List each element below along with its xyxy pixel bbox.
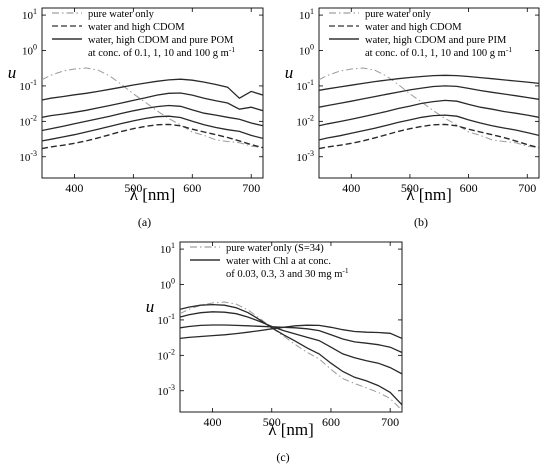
panel-b-series-0 — [319, 67, 539, 149]
panel-a-x-tick-label: 400 — [65, 181, 83, 195]
panel-a-caption: (a) — [138, 215, 151, 229]
panel-b-x-axis-label: λ [nm] — [406, 185, 452, 204]
panel-b-y-tick-label: 101 — [299, 7, 314, 22]
panel-c-x-tick-label: 600 — [322, 415, 340, 429]
chart-panel-a: 400 500 600 700 101 100 10-1 10-2 10-3 u λ [nm] (a)… — [8, 7, 264, 229]
panel-a-legend-label: water and high CDOM — [88, 22, 185, 33]
panel-b-plot-frame — [318, 7, 540, 179]
panel-c-legend-label: water with Chl a at conc. — [226, 256, 331, 267]
panel-a-legend-label: pure water only — [88, 9, 155, 20]
panel-b-caption: (b) — [414, 215, 428, 229]
panel-a-x-axis-label: λ [nm] — [130, 185, 176, 204]
panel-c-series-3 — [180, 324, 402, 354]
panel-b-series-3 — [319, 99, 539, 127]
panel-c-caption: (c) — [276, 450, 289, 464]
panel-a-y-tick-label: 101 — [22, 7, 37, 22]
panel-a-series-1 — [42, 123, 263, 150]
panel-a-series-2 — [42, 115, 263, 142]
chart-panel-c: 400 500 600 700 101 100 10-1 10-2 10-3 u λ [nm] (c)… — [146, 241, 403, 464]
panel-b-y-axis-label: u — [285, 63, 294, 82]
panel-b-y-tick-label: 100 — [299, 43, 314, 58]
panel-c-x-tick-label: 500 — [263, 415, 281, 429]
panel-c-x-tick-label: 700 — [381, 415, 399, 429]
panel-c-legend-label: pure water only (S=34) — [226, 243, 324, 254]
panel-b-legend-label: water, high CDOM and pure PIM — [365, 35, 507, 46]
panel-a-series-3 — [42, 104, 263, 132]
panel-b-y-tick-label: 10-3 — [296, 149, 314, 164]
panel-a-x-tick-label: 600 — [183, 181, 201, 195]
panel-c-plot-frame — [179, 241, 403, 413]
panel-c-series-1 — [180, 303, 402, 406]
panel-a-plot-frame — [41, 7, 264, 179]
panel-a-x-tick-label: 500 — [124, 181, 142, 195]
panel-c-y-axis-label: u — [146, 297, 155, 316]
panel-b-series-5 — [319, 74, 539, 91]
panel-c-y-tick-label: 100 — [160, 277, 175, 292]
panel-b-x-tick-label: 400 — [342, 181, 360, 195]
panel-b-x-tick-label: 600 — [460, 181, 478, 195]
panel-b-legend-label: pure water only — [365, 9, 432, 20]
panel-b-x-tick-label: 700 — [518, 181, 536, 195]
panel-b-series-4 — [319, 85, 539, 108]
chart-panel-b: 400 500 600 700 101 100 10-1 10-2 10-3 u λ [nm] (b)… — [285, 7, 540, 229]
panel-a-y-tick-label: 10-3 — [19, 149, 37, 164]
panel-a-y-axis-label: u — [8, 63, 17, 82]
panel-c-x-axis-label: λ [nm] — [268, 420, 314, 439]
panel-a-x-tick-label: 700 — [242, 181, 260, 195]
panel-a-y-tick-label: 10-2 — [19, 113, 37, 128]
panel-a-series-4 — [42, 92, 263, 118]
panel-a-y-tick-label: 100 — [22, 43, 37, 58]
panel-a-series-0 — [42, 67, 263, 149]
panel-c-y-tick-label: 10-2 — [157, 347, 175, 362]
panel-c-y-tick-label: 101 — [160, 241, 175, 256]
panel-b-series-1 — [319, 123, 539, 150]
panel-b-y-tick-label: 10-1 — [296, 78, 314, 93]
panel-b-legend-label: water and high CDOM — [365, 22, 462, 33]
panel-c-x-tick-label: 400 — [204, 415, 222, 429]
panel-a-series-5 — [42, 78, 263, 101]
panel-c-series-0 — [180, 301, 402, 411]
panel-a-legend-label: water, high CDOM and pure POM — [88, 35, 234, 46]
panel-c-series-2 — [180, 311, 402, 375]
panel-a-legend-label: at conc. of 0.1, 1, 10 and 100 g m-1 — [88, 45, 235, 59]
panel-b-x-tick-label: 500 — [401, 181, 419, 195]
panel-a-y-tick-label: 10-1 — [19, 78, 37, 93]
panel-c-y-tick-label: 10-3 — [157, 383, 175, 398]
panel-b-y-tick-label: 10-2 — [296, 113, 314, 128]
panel-c-legend-label: of 0.03, 0.3, 3 and 30 mg m-1 — [226, 266, 349, 280]
panel-b-series-2 — [319, 114, 539, 141]
panel-c-y-tick-label: 10-1 — [157, 312, 175, 327]
panel-b-legend-label: at conc. of 0.1, 1, 10 and 100 g m-1 — [365, 45, 512, 59]
panel-c-series-4 — [180, 324, 402, 340]
